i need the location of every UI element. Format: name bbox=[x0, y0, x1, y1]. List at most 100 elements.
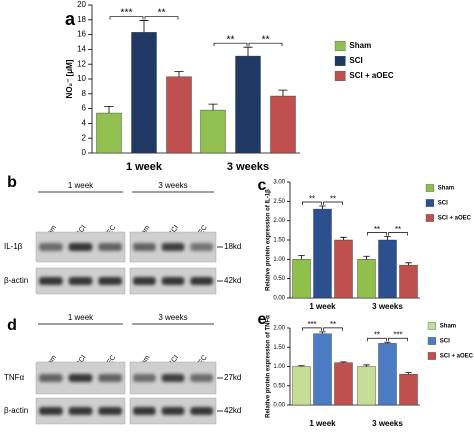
y-tick-label: 0 bbox=[82, 148, 87, 157]
bar bbox=[334, 239, 353, 299]
error-bar bbox=[298, 365, 305, 367]
bar bbox=[235, 55, 261, 154]
blot-band bbox=[68, 277, 93, 285]
bar bbox=[166, 76, 192, 154]
y-axis-label: NO₂⁻ [μM] bbox=[65, 59, 74, 98]
significance-label: ** bbox=[261, 34, 269, 45]
bar bbox=[200, 109, 226, 154]
group-label: 3 weeks bbox=[158, 181, 187, 190]
x-tick-label: 3 weeks bbox=[372, 302, 403, 311]
group-label: 1 week bbox=[68, 181, 94, 190]
bar bbox=[270, 95, 296, 154]
significance-label: ** bbox=[157, 8, 165, 19]
significance-bracket bbox=[248, 42, 283, 47]
blot-band bbox=[161, 407, 185, 415]
bar bbox=[313, 333, 332, 406]
blot-band bbox=[190, 243, 213, 251]
y-tick-label: 14 bbox=[77, 45, 86, 54]
x-tick-label: 3 weeks bbox=[372, 419, 403, 428]
legend-swatch bbox=[427, 337, 436, 345]
y-tick-label: 0.50 bbox=[273, 383, 285, 389]
legend-swatch bbox=[334, 71, 346, 81]
significance-bracket bbox=[323, 201, 343, 205]
row-label: β-actin bbox=[4, 276, 28, 285]
bar bbox=[313, 208, 332, 299]
panel-label: a bbox=[65, 9, 76, 29]
significance-label: ** bbox=[226, 34, 234, 45]
blot-band bbox=[190, 407, 213, 415]
significance-bracket bbox=[367, 337, 387, 342]
significance-bracket bbox=[109, 16, 144, 20]
significance-label: ** bbox=[374, 225, 380, 234]
y-axis-label: Relative protein expression of IL-1β bbox=[266, 189, 272, 291]
legend-label: SCI + aOEC bbox=[349, 71, 393, 80]
blot-band bbox=[133, 374, 156, 382]
y-tick-label: 2.00 bbox=[273, 326, 285, 332]
legend-label: Sham bbox=[349, 41, 371, 50]
blot-band bbox=[39, 374, 63, 382]
blot-band bbox=[161, 374, 185, 382]
y-tick-label: 8 bbox=[82, 89, 87, 98]
bar bbox=[399, 264, 418, 299]
blot-band bbox=[68, 374, 93, 382]
bar bbox=[357, 366, 376, 406]
y-tick-label: 0.00 bbox=[273, 296, 285, 302]
error-bar bbox=[208, 103, 218, 111]
significance-label: *** bbox=[307, 320, 316, 329]
legend-swatch bbox=[425, 214, 434, 222]
y-tick-label: 1.50 bbox=[273, 345, 285, 351]
y-tick-label: 12 bbox=[77, 59, 86, 68]
x-tick-label: 1 week bbox=[309, 419, 336, 428]
blot-band bbox=[39, 407, 63, 415]
legend-swatch bbox=[334, 56, 346, 66]
legend-label: SCI + aOEC bbox=[440, 354, 474, 360]
error-bar bbox=[384, 341, 391, 344]
blot-band bbox=[133, 407, 156, 415]
error-bar bbox=[278, 89, 288, 97]
y-axis-label: Relative protein expression of TNFα bbox=[266, 315, 272, 418]
error-bar bbox=[405, 262, 412, 266]
y-tick-label: 1.50 bbox=[273, 238, 285, 244]
legend-label: Sham bbox=[438, 186, 454, 192]
panel-label: c bbox=[258, 177, 267, 194]
significance-bracket bbox=[302, 201, 322, 205]
blot-band bbox=[190, 277, 213, 285]
size-label: 18kd bbox=[224, 242, 241, 251]
error-bar bbox=[384, 236, 391, 240]
y-tick-label: 16 bbox=[77, 30, 86, 39]
blot-band bbox=[98, 243, 122, 251]
y-tick-label: 0.50 bbox=[273, 276, 285, 282]
bar bbox=[378, 239, 397, 299]
significance-bracket bbox=[144, 16, 179, 20]
significance-bracket bbox=[323, 327, 343, 331]
error-bar bbox=[174, 71, 184, 77]
bar bbox=[357, 259, 376, 299]
blot-band bbox=[98, 374, 122, 382]
error-bar bbox=[298, 255, 305, 260]
significance-label: *** bbox=[120, 8, 132, 19]
error-bar bbox=[340, 361, 347, 363]
x-tick-label: 1 week bbox=[126, 161, 163, 173]
blot-band bbox=[98, 407, 122, 415]
bar bbox=[96, 112, 122, 154]
legend-swatch bbox=[334, 41, 346, 51]
bar bbox=[131, 32, 157, 154]
blot-band bbox=[68, 407, 93, 415]
y-tick-label: 4 bbox=[82, 119, 87, 128]
legend-label: Sham bbox=[440, 324, 456, 330]
y-tick-label: 10 bbox=[77, 74, 86, 83]
significance-bracket bbox=[302, 327, 322, 331]
blot-band bbox=[98, 277, 122, 285]
blot-band bbox=[190, 374, 213, 382]
y-tick-label: 0.00 bbox=[273, 403, 285, 409]
y-tick-label: 1.00 bbox=[273, 257, 285, 263]
significance-bracket bbox=[367, 232, 387, 236]
significance-label: ** bbox=[330, 320, 336, 329]
bar bbox=[378, 343, 397, 406]
group-label: 3 weeks bbox=[158, 313, 187, 322]
blot-band bbox=[133, 277, 156, 285]
legend-swatch bbox=[427, 352, 436, 360]
error-bar bbox=[405, 372, 412, 375]
x-tick-label: 1 week bbox=[309, 302, 336, 311]
legend-label: SCI bbox=[438, 201, 448, 207]
